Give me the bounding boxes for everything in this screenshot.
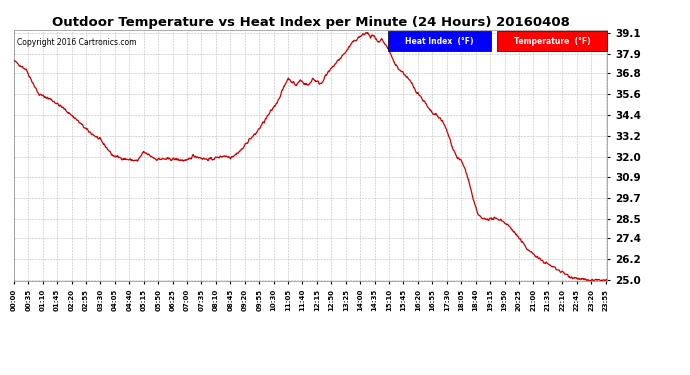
Text: Temperature  (°F): Temperature (°F) <box>514 37 591 46</box>
FancyBboxPatch shape <box>388 31 491 51</box>
Text: Copyright 2016 Cartronics.com: Copyright 2016 Cartronics.com <box>17 38 136 46</box>
Title: Outdoor Temperature vs Heat Index per Minute (24 Hours) 20160408: Outdoor Temperature vs Heat Index per Mi… <box>52 16 569 29</box>
Text: Heat Index  (°F): Heat Index (°F) <box>405 37 474 46</box>
FancyBboxPatch shape <box>497 31 607 51</box>
